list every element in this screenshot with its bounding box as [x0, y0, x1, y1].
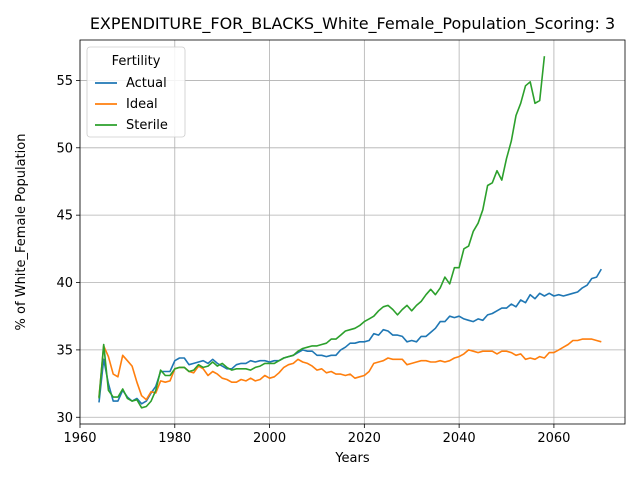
plot-frame — [79, 39, 626, 425]
legend-box — [86, 46, 186, 138]
y-tick-label: 45 — [56, 209, 73, 224]
x-tick-label: 2040 — [443, 431, 476, 446]
x-tick-label: 1960 — [63, 431, 96, 446]
y-tick-label: 40 — [56, 276, 73, 291]
y-axis-label: % of White_Female Population — [14, 134, 29, 331]
y-tick-label: 35 — [56, 343, 73, 358]
legend-label-sterile: Sterile — [126, 118, 168, 133]
y-tick-label: 50 — [56, 141, 73, 156]
x-tick-label: 2020 — [348, 431, 381, 446]
grid — [79, 40, 625, 424]
x-axis: 1960 1980 2000 2020 2040 2060 — [63, 424, 570, 446]
legend-title: Fertility — [112, 54, 161, 69]
x-axis-label: Years — [334, 451, 370, 466]
y-tick-label: 55 — [56, 74, 73, 89]
series-line-sterile — [98, 56, 546, 409]
series-line-actual — [98, 268, 602, 405]
y-axis: 30 35 40 45 50 55 — [56, 74, 80, 426]
x-tick-label: 2000 — [253, 431, 286, 446]
x-tick-label: 2060 — [537, 431, 570, 446]
legend: Fertility Actual Ideal Sterile — [86, 46, 186, 138]
x-tick-label: 1980 — [158, 431, 191, 446]
legend-label-actual: Actual — [126, 76, 167, 91]
series-layer — [98, 56, 602, 409]
chart-title: EXPENDITURE_FOR_BLACKS_White_Female_Popu… — [90, 14, 615, 34]
legend-label-ideal: Ideal — [126, 97, 158, 112]
y-tick-label: 30 — [56, 411, 73, 426]
